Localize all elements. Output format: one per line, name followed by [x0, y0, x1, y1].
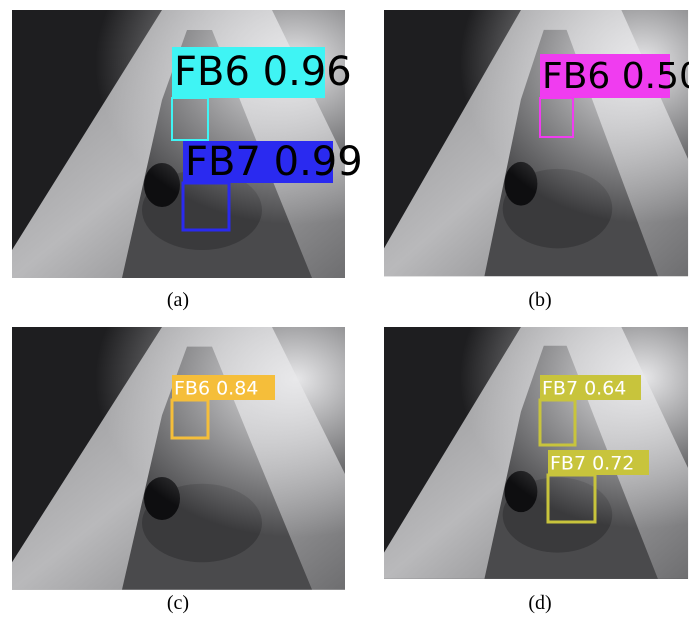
- figure: FB6 0.96 FB7 0.99 (a) FB6 0.50 (b) FB6 0…: [0, 0, 689, 617]
- caption: (c): [167, 592, 189, 614]
- photo: [384, 10, 688, 276]
- caption: (d): [528, 592, 551, 614]
- panel: [384, 10, 688, 276]
- panel: [12, 327, 345, 590]
- detection-label: FB6 0.84: [174, 378, 258, 400]
- caption: (a): [167, 289, 189, 311]
- photo: [12, 327, 345, 590]
- detection-label: FB6 0.96: [174, 49, 352, 95]
- panel: FB6 0.96 FB7 0.99: [12, 10, 363, 278]
- caption: (b): [528, 289, 551, 311]
- detection-label: FB7 0.64: [542, 378, 626, 400]
- detection-label: FB7 0.72: [550, 453, 634, 475]
- detection-label: FB7 0.99: [185, 139, 363, 185]
- detection-label: FB6 0.50: [542, 56, 689, 97]
